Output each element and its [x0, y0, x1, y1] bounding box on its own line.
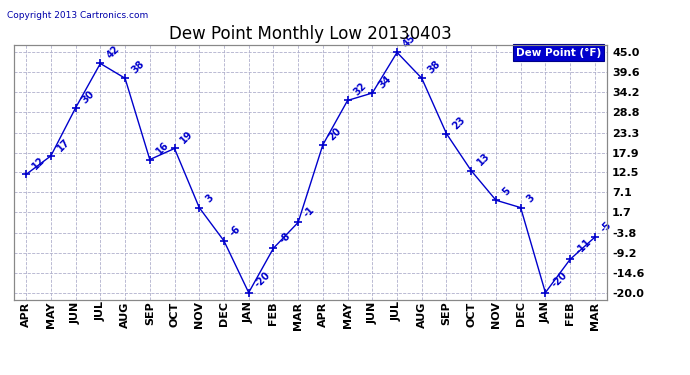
Text: -5: -5 — [599, 220, 613, 234]
Text: 3: 3 — [525, 193, 537, 205]
Text: Dew Point (°F): Dew Point (°F) — [516, 48, 601, 58]
Text: 17: 17 — [55, 136, 72, 153]
Text: 32: 32 — [352, 81, 368, 98]
Text: 23: 23 — [451, 114, 467, 131]
Text: 45: 45 — [401, 33, 418, 50]
Text: -6: -6 — [228, 224, 243, 238]
Text: 20: 20 — [327, 125, 344, 142]
Text: 13: 13 — [475, 151, 492, 168]
Text: 3: 3 — [204, 193, 215, 205]
Text: -8: -8 — [277, 231, 293, 246]
Text: 16: 16 — [154, 140, 170, 157]
Text: 38: 38 — [426, 59, 442, 75]
Text: 38: 38 — [129, 59, 146, 75]
Text: 12: 12 — [30, 155, 47, 172]
Text: 34: 34 — [377, 74, 393, 90]
Text: Copyright 2013 Cartronics.com: Copyright 2013 Cartronics.com — [7, 11, 148, 20]
Text: 30: 30 — [80, 88, 97, 105]
Text: -20: -20 — [253, 270, 273, 290]
Text: 5: 5 — [500, 186, 512, 198]
Text: 19: 19 — [179, 129, 195, 146]
Text: -20: -20 — [549, 270, 569, 290]
Text: -11: -11 — [574, 237, 593, 256]
Text: 42: 42 — [104, 44, 121, 61]
Title: Dew Point Monthly Low 20130403: Dew Point Monthly Low 20130403 — [169, 26, 452, 44]
Text: -1: -1 — [302, 205, 317, 220]
